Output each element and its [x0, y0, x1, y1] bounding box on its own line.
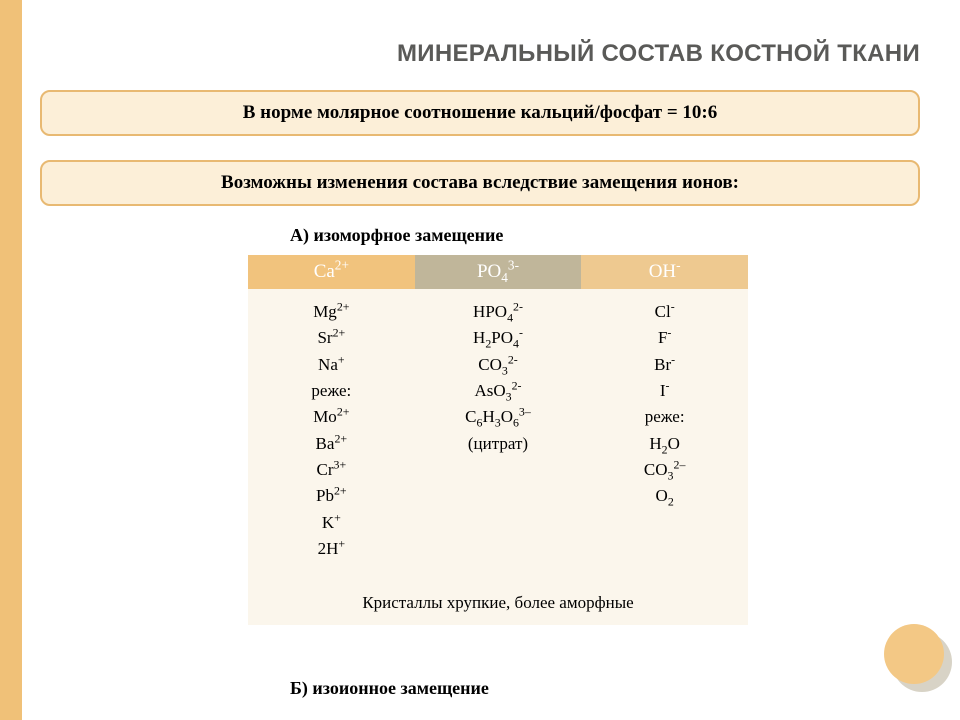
table-row: Mg2+Sr2+Na+реже:Mo2+Ba2+Cr3+Pb2+K+2H+ HP… [248, 289, 748, 582]
cell-po4-subs: HPO42-H2PO4-CO32-AsO32-C6H3O63–(цитрат) [415, 289, 582, 582]
accent-bar [0, 0, 22, 720]
cell-ca-subs: Mg2+Sr2+Na+реже:Mo2+Ba2+Cr3+Pb2+K+2H+ [248, 289, 415, 582]
table-footer: Кристаллы хрупкие, более аморфные [248, 582, 748, 624]
info-box-2: Возможны изменения состава вследствие за… [40, 160, 920, 206]
info-box-1: В норме молярное соотношение кальций/фос… [40, 90, 920, 136]
header-oh: OH- [581, 255, 748, 289]
table-footer-row: Кристаллы хрупкие, более аморфные [248, 582, 748, 624]
slide: МИНЕРАЛЬНЫЙ СОСТАВ КОСТНОЙ ТКАНИ В норме… [0, 0, 960, 720]
header-ca: Ca2+ [248, 255, 415, 289]
decorative-circle [884, 624, 944, 684]
cell-oh-subs: Cl-F-Br-I-реже:H2OCO32–O2 [581, 289, 748, 582]
page-title: МИНЕРАЛЬНЫЙ СОСТАВ КОСТНОЙ ТКАНИ [397, 40, 920, 68]
table-header-row: Ca2+ PO43- OH- [248, 255, 748, 289]
header-po4: PO43- [415, 255, 582, 289]
table: Ca2+ PO43- OH- Mg2+Sr2+Na+реже:Mo2+Ba2+C… [248, 255, 748, 625]
section-label-a: А) изоморфное замещение [290, 225, 503, 246]
substitution-table: Ca2+ PO43- OH- Mg2+Sr2+Na+реже:Mo2+Ba2+C… [248, 255, 748, 625]
section-label-b: Б) изоионное замещение [290, 678, 489, 699]
